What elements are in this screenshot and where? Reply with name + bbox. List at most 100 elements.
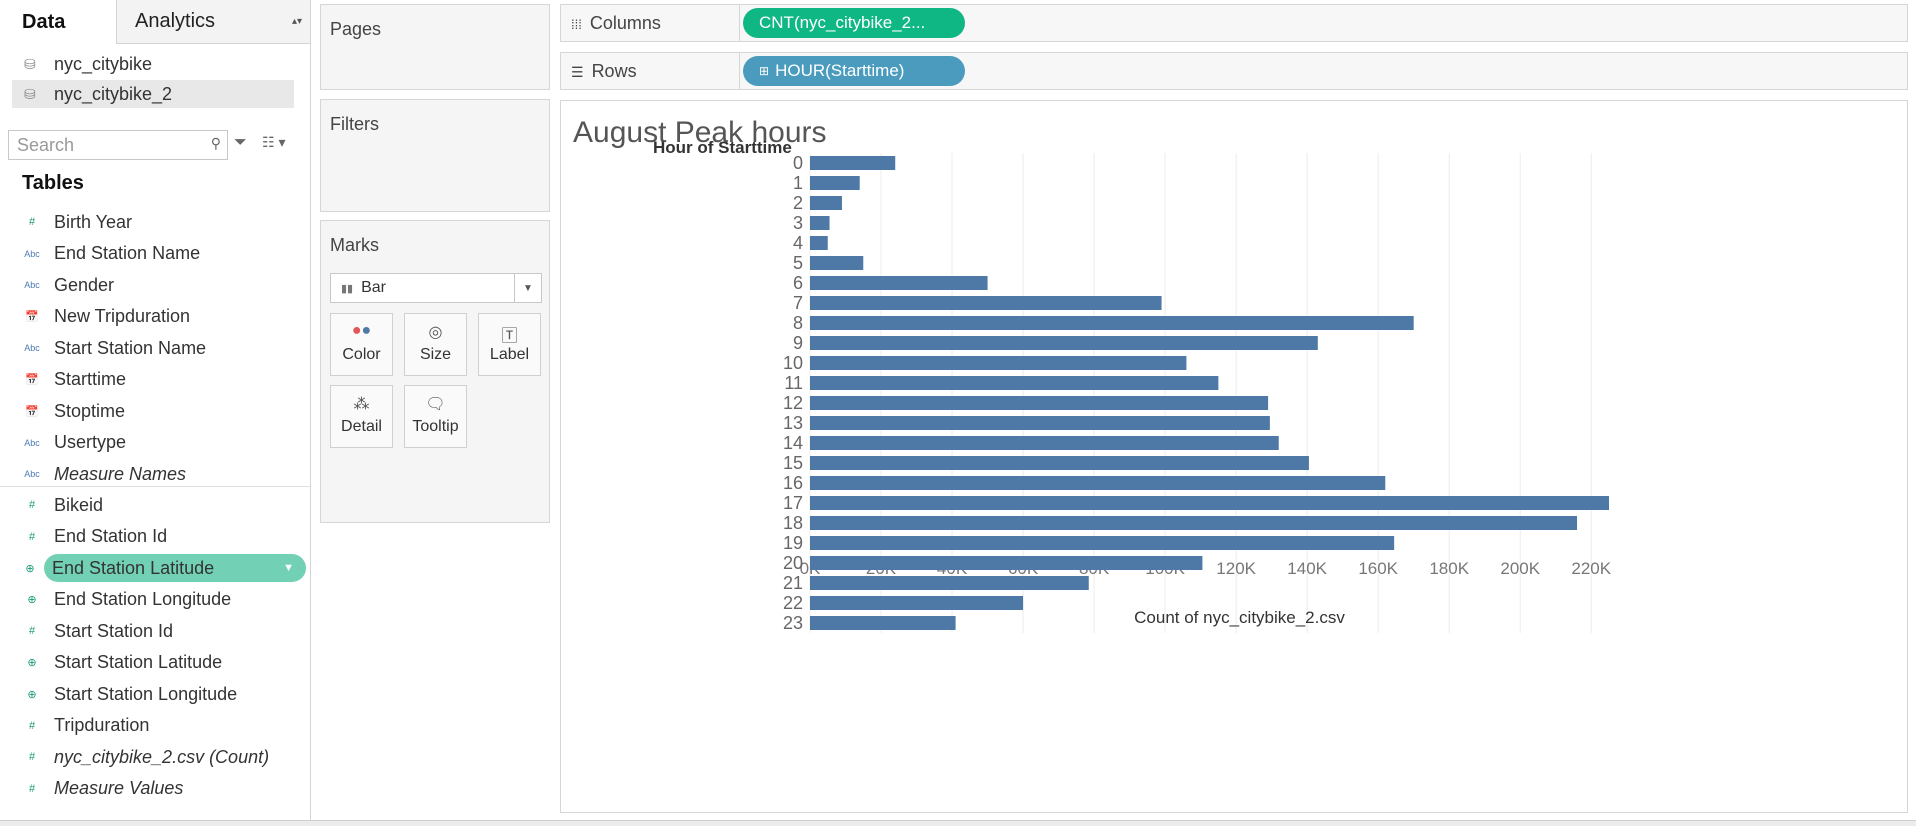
- columns-pill-label: CNT(nyc_citybike_2...: [759, 13, 926, 32]
- field-label: Start Station Id: [54, 620, 174, 641]
- field-start-station-longitude[interactable]: ⊕ Start Station Longitude: [22, 680, 304, 708]
- y-tick-label: 17: [783, 493, 803, 513]
- mark-type-value: Bar: [361, 279, 387, 296]
- label-button[interactable]: 🅃 Label: [478, 313, 541, 376]
- field-usertype[interactable]: Abc Usertype: [22, 429, 304, 457]
- bar: [810, 456, 1309, 470]
- y-tick-label: 5: [793, 253, 803, 273]
- field-nyc-citybike-2-csv-count[interactable]: # nyc_citybike_2.csv (Count): [22, 743, 304, 771]
- y-tick-label: 6: [793, 273, 803, 293]
- field-label: Measure Names: [54, 463, 187, 484]
- bar: [810, 236, 828, 250]
- field-birth-year[interactable]: # Birth Year: [22, 208, 304, 236]
- y-tick-label: 13: [783, 413, 803, 433]
- tooltip-button[interactable]: 🗨 Tooltip: [404, 385, 467, 448]
- y-tick-label: 9: [793, 333, 803, 353]
- datasource-nyc-citybike[interactable]: ⛁ nyc_citybike: [12, 50, 294, 78]
- y-tick-label: 0: [793, 153, 803, 173]
- field-bikeid[interactable]: # Bikeid: [22, 491, 304, 519]
- x-tick-label: 220K: [1571, 559, 1611, 578]
- field-label: Tripduration: [54, 715, 150, 735]
- bar: [810, 556, 1203, 570]
- tables-heading: Tables: [22, 172, 84, 194]
- x-tick-label: 140K: [1287, 559, 1327, 578]
- bar: [810, 516, 1578, 530]
- number-type-icon: #: [28, 782, 36, 795]
- y-tick-label: 3: [793, 213, 803, 233]
- field-start-station-latitude[interactable]: ⊕ Start Station Latitude: [22, 649, 304, 677]
- color-icon: ●●: [351, 322, 372, 339]
- mark-type-select[interactable]: ▮▮ Bar ▼: [330, 273, 542, 303]
- calendar-icon: 📅: [25, 374, 39, 386]
- size-button[interactable]: ◎ Size: [404, 313, 467, 376]
- datasource-label: nyc_citybike: [54, 53, 153, 74]
- field-stoptime[interactable]: 📅 Stoptime: [22, 397, 304, 425]
- field-measure-names[interactable]: Abc Measure Names: [22, 460, 304, 488]
- columns-pill[interactable]: CNT(nyc_citybike_2...: [743, 8, 965, 38]
- columns-shelf-label: ⁞⁞⁞ Columns: [571, 13, 661, 34]
- field-tripduration[interactable]: # Tripduration: [22, 712, 304, 740]
- view-options-icon[interactable]: ☷ ▾: [262, 134, 286, 150]
- bar: [810, 596, 1024, 610]
- search-input[interactable]: Search ⚲: [8, 130, 228, 160]
- field-gender[interactable]: Abc Gender: [22, 271, 304, 299]
- y-tick-label: 8: [793, 313, 803, 333]
- bar: [810, 476, 1386, 490]
- tooltip-label: Tooltip: [412, 418, 459, 435]
- rows-label: Rows: [591, 61, 637, 81]
- tab-menu-icon[interactable]: ▴▾: [291, 16, 302, 27]
- datasource-nyc-citybike-2[interactable]: ⛁ nyc_citybike_2: [12, 80, 294, 108]
- y-tick-label: 18: [783, 513, 803, 533]
- y-axis-title: Hour of Starttime: [653, 138, 792, 157]
- y-tick-label: 1: [793, 173, 803, 193]
- bar: [810, 276, 988, 290]
- size-label: Size: [419, 346, 452, 363]
- datasource-icon: ⛁: [24, 85, 36, 102]
- number-type-icon: #: [28, 625, 36, 637]
- expand-icon[interactable]: ⊞: [759, 64, 770, 78]
- bar: [810, 436, 1279, 450]
- field-label: Birth Year: [54, 211, 133, 232]
- rows-pill[interactable]: ⊞ HOUR(Starttime): [743, 56, 965, 86]
- columns-icon: ⁞⁞⁞: [571, 17, 582, 32]
- filters-card[interactable]: Filters: [320, 99, 550, 212]
- columns-shelf[interactable]: ⁞⁞⁞ Columns CNT(nyc_citybike_2...: [560, 4, 1908, 42]
- shelf-divider: [739, 53, 740, 89]
- bar: [810, 416, 1270, 430]
- field-end-station-longitude[interactable]: ⊕ End Station Longitude: [22, 586, 304, 614]
- rows-shelf-label: ☰ Rows: [571, 61, 637, 82]
- marks-title: Marks: [330, 235, 379, 255]
- field-start-station-id[interactable]: # Start Station Id: [22, 617, 304, 645]
- tooltip-icon: 🗨: [425, 396, 446, 413]
- pages-card[interactable]: Pages: [320, 4, 550, 90]
- field-label: End Station Latitude: [52, 557, 215, 578]
- y-tick-label: 10: [783, 353, 803, 373]
- detail-button[interactable]: ⁂ Detail: [330, 385, 393, 448]
- y-tick-label: 15: [783, 453, 803, 473]
- string-type-icon: Abc: [24, 437, 40, 448]
- shelf-divider: [739, 5, 740, 41]
- bar: [810, 576, 1089, 590]
- chevron-down-icon[interactable]: ▼: [514, 274, 541, 302]
- color-button[interactable]: ●● Color: [330, 313, 393, 376]
- rows-shelf[interactable]: ☰ Rows ⊞ HOUR(Starttime): [560, 52, 1908, 90]
- y-tick-label: 4: [793, 233, 803, 253]
- field-end-station-id[interactable]: # End Station Id: [22, 523, 304, 551]
- bar: [810, 196, 842, 210]
- string-type-icon: Abc: [24, 469, 40, 479]
- detail-label: Detail: [341, 418, 382, 435]
- number-type-icon: #: [28, 216, 36, 228]
- tab-data[interactable]: Data: [0, 0, 116, 44]
- field-end-station-latitude[interactable]: ⊕ End Station Latitude ▼: [25, 554, 306, 582]
- field-end-station-name[interactable]: Abc End Station Name: [22, 240, 304, 268]
- field-starttime[interactable]: 📅 Starttime: [22, 366, 304, 394]
- field-label: Bikeid: [54, 494, 104, 515]
- chevron-down-icon[interactable]: ▼: [283, 562, 294, 574]
- tab-analytics[interactable]: Analytics ▴▾: [116, 0, 310, 44]
- field-new-tripduration[interactable]: 📅 New Tripduration: [22, 303, 304, 331]
- string-type-icon: Abc: [24, 280, 40, 290]
- filter-icon[interactable]: ⏷: [234, 134, 247, 151]
- field-measure-values[interactable]: # Measure Values: [22, 775, 304, 803]
- field-start-station-name[interactable]: Abc Start Station Name: [22, 334, 304, 362]
